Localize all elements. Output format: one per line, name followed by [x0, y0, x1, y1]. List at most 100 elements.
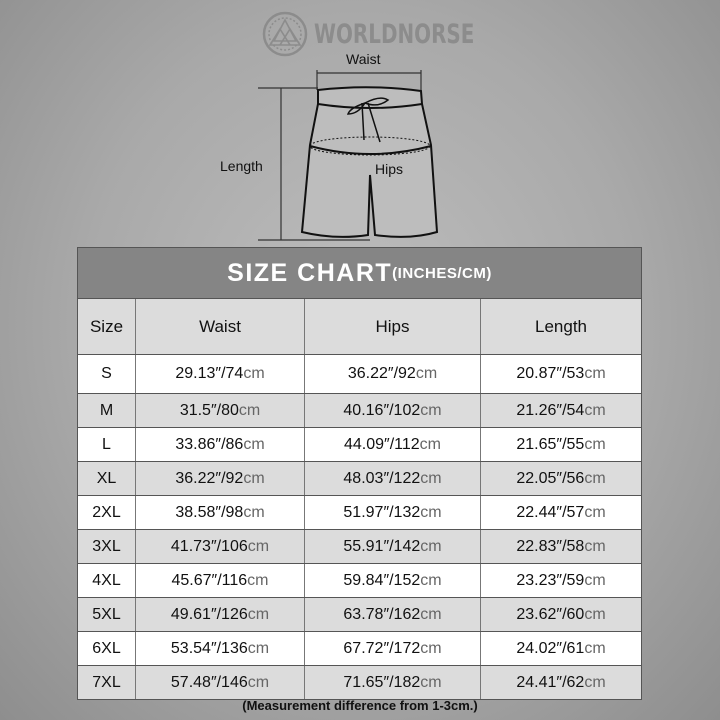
hips-cell: 55.91″/142 cm [305, 530, 481, 563]
waist-value: 53.54″/136 [170, 639, 248, 657]
unit-label: cm [584, 401, 606, 419]
waist-cell: 41.73″/106 cm [136, 530, 305, 563]
hips-value: 40.16″/102 [343, 401, 421, 419]
header-waist: Waist [136, 299, 305, 354]
length-cell: 24.02″/61 cm [481, 632, 641, 665]
unit-label: cm [419, 435, 441, 453]
table-row: 3XL 41.73″/106 cm 55.91″/142 cm 22.83″/58 cm [78, 530, 641, 564]
hips-value: 71.65″/182 [343, 673, 421, 691]
length-value: 22.44″/57 [516, 503, 585, 521]
hips-value: 36.22″/92 [347, 365, 416, 382]
table-title-text: SIZE CHART [227, 258, 393, 287]
hips-cell: 51.97″/132 cm [305, 496, 481, 529]
unit-label: cm [584, 365, 606, 382]
table-row: M 31.5″/80 cm 40.16″/102 cm 21.26″/54 cm [78, 394, 641, 428]
hips-cell: 63.78″/162 cm [305, 598, 481, 631]
unit-label: cm [247, 571, 269, 589]
header-hips: Hips [305, 299, 481, 354]
length-cell: 22.44″/57 cm [481, 496, 641, 529]
length-cell: 22.83″/58 cm [481, 530, 641, 563]
waist-cell: 29.13″/74 cm [136, 355, 305, 393]
unit-label: cm [420, 605, 442, 623]
length-value: 22.05″/56 [516, 469, 585, 487]
hips-cell: 44.09″/112 cm [305, 428, 481, 461]
table-row: 4XL 45.67″/116 cm 59.84″/152 cm 23.23″/59 cm [78, 564, 641, 598]
header-size: Size [78, 299, 136, 354]
waist-cell: 57.48″/146 cm [136, 666, 305, 699]
table-title-units: (INCHES/CM) [392, 264, 492, 282]
length-cell: 22.05″/56 cm [481, 462, 641, 495]
size-cell: M [78, 394, 136, 427]
header-length: Length [535, 316, 587, 336]
unit-label: cm [243, 365, 265, 382]
waist-cell: 38.58″/98 cm [136, 496, 305, 529]
unit-label: cm [420, 537, 442, 555]
table-title: SIZE CHART (INCHES/CM) [78, 248, 641, 299]
table-row: 5XL 49.61″/126 cm 63.78″/162 cm 23.62″/60 cm [78, 598, 641, 632]
hips-cell: 40.16″/102 cm [305, 394, 481, 427]
hips-value: 48.03″/122 [343, 469, 421, 487]
brand-name: WORLDNORSE [314, 18, 475, 50]
table-row: 6XL 53.54″/136 cm 67.72″/172 cm 24.02″/61 cm [78, 632, 641, 666]
unit-label: cm [420, 469, 442, 487]
unit-label: cm [584, 571, 606, 589]
unit-label: cm [420, 401, 442, 419]
unit-label: cm [243, 435, 265, 453]
waist-value: 41.73″/106 [170, 537, 248, 555]
table-row: 7XL 57.48″/146 cm 71.65″/182 cm 24.41″/62 cm [78, 666, 641, 699]
waist-value: 38.58″/98 [175, 503, 244, 521]
unit-label: cm [420, 673, 442, 691]
hips-cell: 67.72″/172 cm [305, 632, 481, 665]
unit-label: cm [238, 401, 261, 419]
size-cell: 2XL [78, 496, 136, 529]
unit-label: cm [584, 435, 606, 453]
size-cell: 3XL [78, 530, 136, 563]
valknut-emblem-icon [262, 11, 308, 57]
unit-label: cm [247, 537, 270, 555]
length-value: 24.02″/61 [516, 639, 585, 657]
length-cell: 23.23″/59 cm [481, 564, 641, 597]
length-value: 23.62″/60 [516, 605, 585, 623]
unit-label: cm [584, 639, 606, 657]
table-row: L 33.86″/86 cm 44.09″/112 cm 21.65″/55 cm [78, 428, 641, 462]
waist-value: 33.86″/86 [175, 435, 244, 453]
brand-logo: WORLDNORSE [262, 11, 510, 57]
unit-label: cm [584, 503, 606, 521]
length-value: 21.26″/54 [516, 401, 585, 419]
hips-cell: 48.03″/122 cm [305, 462, 481, 495]
length-label: Length [220, 158, 263, 174]
length-cell: 20.87″/53 cm [481, 355, 641, 393]
waist-value: 29.13″/74 [175, 365, 244, 382]
unit-label: cm [584, 469, 606, 487]
waist-value: 45.67″/116 [171, 571, 248, 589]
waist-cell: 36.22″/92 cm [136, 462, 305, 495]
length-value: 20.87″/53 [516, 365, 585, 382]
length-cell: 23.62″/60 cm [481, 598, 641, 631]
size-cell: S [78, 355, 136, 393]
waist-value: 36.22″/92 [175, 469, 244, 487]
size-cell: 5XL [78, 598, 136, 631]
waist-value: 31.5″/80 [179, 401, 239, 419]
measurement-note: (Measurement difference from 1-3cm.) [242, 698, 478, 713]
size-cell: L [78, 428, 136, 461]
hips-cell: 59.84″/152 cm [305, 564, 481, 597]
size-cell: XL [78, 462, 136, 495]
unit-label: cm [247, 673, 270, 691]
hips-cell: 71.65″/182 cm [305, 666, 481, 699]
hips-value: 63.78″/162 [343, 605, 421, 623]
length-cell: 21.65″/55 cm [481, 428, 641, 461]
unit-label: cm [243, 503, 265, 521]
hips-label: Hips [375, 161, 404, 177]
waist-cell: 53.54″/136 cm [136, 632, 305, 665]
table-row: S 29.13″/74 cm 36.22″/92 cm 20.87″/53 cm [78, 355, 641, 394]
size-cell: 4XL [78, 564, 136, 597]
table-header-row: Size Waist Hips Length [78, 299, 641, 355]
waist-value: 57.48″/146 [170, 673, 248, 691]
length-value: 24.41″/62 [516, 673, 585, 691]
hips-cell: 36.22″/92 cm [305, 355, 481, 393]
unit-label: cm [584, 605, 606, 623]
length-value: 21.65″/55 [516, 435, 585, 453]
waist-cell: 33.86″/86 cm [136, 428, 305, 461]
unit-label: cm [420, 639, 442, 657]
length-value: 22.83″/58 [516, 537, 585, 555]
